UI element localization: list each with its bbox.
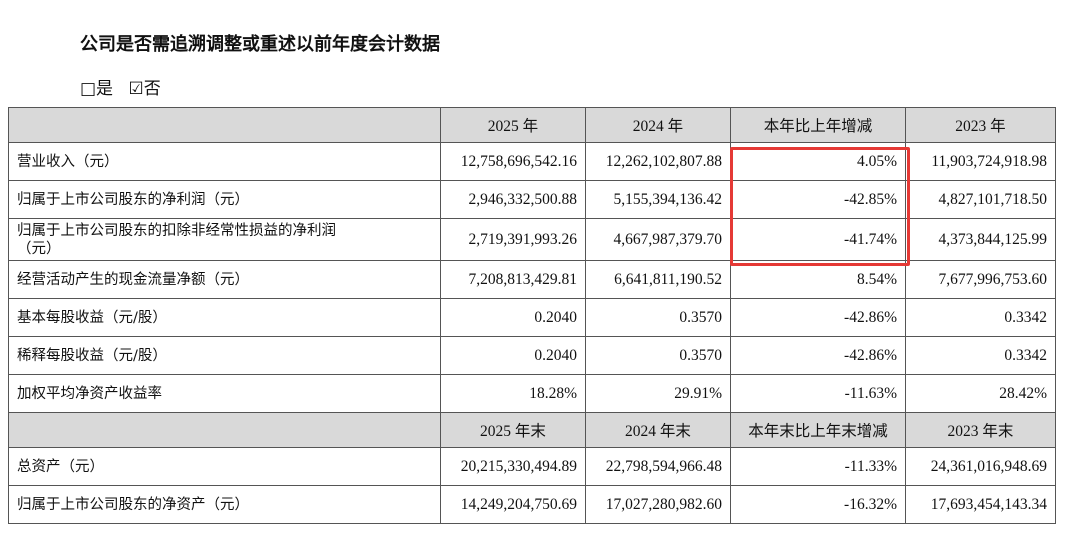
table-row: 基本每股收益（元/股） 0.2040 0.3570 -42.86% 0.3342 [8,298,1056,337]
row-label: 归属于上市公司股东的扣除非经常性损益的净利润 （元） [8,218,441,261]
cell: 0.3342 [905,336,1056,375]
cell: -11.63% [730,374,906,413]
column-header: 2024 年末 [585,412,731,448]
cell: 2,946,332,500.88 [440,180,586,219]
table-row: 归属于上市公司股东的净资产（元） 14,249,204,750.69 17,027,… [8,485,1056,524]
column-header: 2023 年末 [905,412,1056,448]
cell: 0.2040 [440,298,586,337]
table-row: 归属于上市公司股东的扣除非经常性损益的净利润 （元） 2,719,391,993.… [8,218,1056,261]
cell: 28.42% [905,374,1056,413]
row-label: 归属于上市公司股东的净利润（元） [8,180,441,219]
cell: 6,641,811,190.52 [585,260,731,299]
table-row: 经营活动产生的现金流量净额（元） 7,208,813,429.81 6,641,81… [8,260,1056,299]
cell: 8.54% [730,260,906,299]
cell: 4,827,101,718.50 [905,180,1056,219]
header-row: 2025 年 2024 年本年比上年增减 2023 年 [8,107,1056,143]
option: □是 [80,79,114,99]
cell: 0.3570 [585,336,731,375]
empty-cell [8,412,441,448]
cell: -16.32% [730,485,906,524]
cell: 7,677,996,753.60 [905,260,1056,299]
cell: -42.86% [730,298,906,337]
table-row: 稀释每股收益（元/股） 0.2040 0.3570 -42.86% 0.3342 [8,336,1056,375]
column-header: 本年末比上年末增减 [730,412,906,448]
cell: 22,798,594,966.48 [585,447,731,486]
option: ☑否 [128,79,161,99]
cell: 12,262,102,807.88 [585,142,731,181]
row-label: 经营活动产生的现金流量净额（元） [8,260,441,299]
cell: 11,903,724,918.98 [905,142,1056,181]
cell: 14,249,204,750.69 [440,485,586,524]
cell: 7,208,813,429.81 [440,260,586,299]
cell: 4,667,987,379.70 [585,218,731,261]
cell: -11.33% [730,447,906,486]
row-label: 加权平均净资产收益率 [8,374,441,413]
column-header: 2024 年 [585,107,731,143]
cell: 4,373,844,125.99 [905,218,1056,261]
cell: -42.86% [730,336,906,375]
row-label: 稀释每股收益（元/股） [8,336,441,375]
cell: 18.28% [440,374,586,413]
table-row: 加权平均净资产收益率 18.28% 29.91% -11.63% 28.42% [8,374,1056,413]
data-table: 2025 年 2024 年本年比上年增减 2023 年营业收入（元） 12,758,6… [8,107,1056,524]
options: □是 ☑否 [80,74,171,99]
column-header: 2025 年 [440,107,586,143]
table-row: 总资产（元） 20,215,330,494.89 22,798,594,966.48… [8,447,1056,486]
cell: 0.3570 [585,298,731,337]
cell: 17,027,280,982.60 [585,485,731,524]
cell: 0.2040 [440,336,586,375]
column-header: 本年比上年增减 [730,107,906,143]
section-title: 公司是否需追溯调整或重述以前年度会计数据 [80,34,440,55]
cell: 20,215,330,494.89 [440,447,586,486]
cell: 12,758,696,542.16 [440,142,586,181]
row-label: 总资产（元） [8,447,441,486]
cell: 24,361,016,948.69 [905,447,1056,486]
row-label: 基本每股收益（元/股） [8,298,441,337]
cell: 17,693,454,143.34 [905,485,1056,524]
highlight-box [730,147,910,266]
column-header: 2023 年 [905,107,1056,143]
table-row: 归属于上市公司股东的净利润（元） 2,946,332,500.88 5,155,39… [8,180,1056,219]
cell: 2,719,391,993.26 [440,218,586,261]
cell: 0.3342 [905,298,1056,337]
column-header: 2025 年末 [440,412,586,448]
cell: 5,155,394,136.42 [585,180,731,219]
row-label: 归属于上市公司股东的净资产（元） [8,485,441,524]
empty-cell [8,107,441,143]
header-row: 2025 年末 2024 年末 本年末比上年末增减 2023 年末 [8,412,1056,448]
cell: 29.91% [585,374,731,413]
table-row: 营业收入（元） 12,758,696,542.16 12,262,102,807.8… [8,142,1056,181]
row-label: 营业收入（元） [8,142,441,181]
